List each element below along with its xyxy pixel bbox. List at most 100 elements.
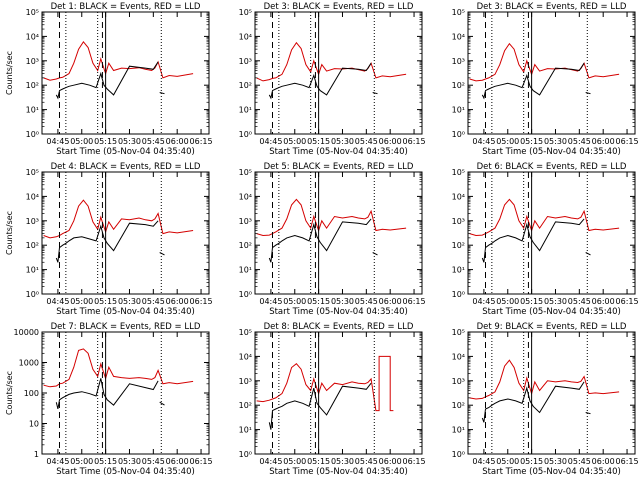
y-tick-label: 10² bbox=[239, 241, 252, 250]
detector-panel: 10⁰ 10¹ 10² 10³ 10⁴ 10⁵ 04:45 05:00 05:15 05:30 05… bbox=[239, 162, 426, 317]
y-tick-label: 10¹ bbox=[26, 106, 39, 115]
x-axis-label: Start Time (05-Nov-04 04:35:40) bbox=[56, 467, 195, 477]
y-tick-label: 10¹ bbox=[452, 426, 465, 435]
y-tick-label: 10³ bbox=[26, 57, 39, 66]
plot-frame bbox=[254, 11, 423, 135]
x-axis-label: Start Time (05-Nov-04 04:35:40) bbox=[482, 467, 621, 477]
x-tick-label: 04:45 bbox=[472, 137, 495, 146]
y-tick-label: 10³ bbox=[239, 217, 252, 226]
x-tick-label: 06:15 bbox=[403, 297, 426, 306]
events-series-line bbox=[159, 92, 165, 95]
y-axis-label: Counts/sec bbox=[5, 211, 14, 255]
y-tick-label: 10² bbox=[452, 241, 465, 250]
y-tick-label: 10⁰ bbox=[239, 130, 252, 139]
y-tick-label: 1 bbox=[34, 450, 39, 459]
x-tick-label: 05:30 bbox=[331, 297, 354, 306]
x-tick-label: 05:00 bbox=[496, 457, 519, 466]
x-tick-label: 05:00 bbox=[70, 137, 93, 146]
events-series-line bbox=[585, 252, 591, 256]
x-tick-label: 05:30 bbox=[118, 297, 141, 306]
x-tick-label: 04:45 bbox=[46, 457, 69, 466]
y-tick-label: 10³ bbox=[452, 217, 465, 226]
chart-title: Det 5: BLACK = Events, RED = LLD bbox=[264, 162, 414, 172]
y-tick-label: 10⁴ bbox=[239, 192, 252, 201]
x-tick-label: 05:30 bbox=[544, 457, 567, 466]
events-series-line bbox=[481, 381, 585, 423]
x-tick-label: 05:00 bbox=[283, 137, 306, 146]
y-tick-label: 10² bbox=[26, 81, 39, 90]
x-tick-label: 05:15 bbox=[520, 297, 543, 306]
x-tick-label: 06:00 bbox=[379, 137, 402, 146]
y-tick-label: 10⁵ bbox=[239, 328, 252, 337]
y-tick-label: 10⁴ bbox=[452, 352, 465, 361]
y-tick-label: 10¹ bbox=[239, 106, 252, 115]
x-tick-label: 04:45 bbox=[46, 297, 69, 306]
x-tick-label: 05:45 bbox=[568, 457, 591, 466]
x-tick-label: 05:30 bbox=[331, 137, 354, 146]
x-axis-label: Start Time (05-Nov-04 04:35:40) bbox=[56, 307, 195, 317]
y-tick-label: 1000 bbox=[19, 359, 39, 368]
y-tick-label: 10⁴ bbox=[452, 32, 465, 41]
y-tick-label: 10⁵ bbox=[239, 168, 252, 177]
detector-panel: 10⁰ 10¹ 10² 10³ 10⁴ 10⁵ 04:45 05:00 05:15 05:30 05… bbox=[452, 162, 639, 317]
events-series-line bbox=[372, 252, 378, 256]
lld-series-line bbox=[43, 40, 194, 81]
chart-title: Det 3: BLACK = Events, RED = LLD bbox=[264, 2, 414, 12]
chart-title: Det 3: BLACK = Events, RED = LLD bbox=[477, 2, 627, 12]
x-tick-label: 05:30 bbox=[118, 457, 141, 466]
x-tick-label: 05:15 bbox=[307, 137, 330, 146]
x-tick-label: 04:45 bbox=[259, 457, 282, 466]
y-tick-label: 10² bbox=[26, 241, 39, 250]
x-tick-label: 05:45 bbox=[568, 137, 591, 146]
y-tick-label: 10⁵ bbox=[26, 168, 39, 177]
x-tick-label: 06:15 bbox=[190, 297, 213, 306]
y-tick-label: 10⁰ bbox=[26, 130, 39, 139]
x-tick-label: 05:30 bbox=[331, 457, 354, 466]
events-series-line bbox=[268, 62, 372, 100]
plot-frame bbox=[467, 331, 636, 455]
y-tick-label: 10⁰ bbox=[239, 290, 252, 299]
plot-frame bbox=[467, 11, 636, 135]
y-tick-label: 10¹ bbox=[26, 266, 39, 275]
events-series-line bbox=[268, 218, 372, 263]
detector-panel: 1 10 100 1000 10000 04:45 05:00 05:15 05:30 05:45… bbox=[5, 322, 213, 477]
y-tick-label: 10³ bbox=[452, 377, 465, 386]
events-series-line bbox=[481, 62, 585, 100]
y-tick-label: 10² bbox=[452, 401, 465, 410]
lld-series-line bbox=[43, 348, 194, 388]
plot-frame bbox=[254, 331, 423, 455]
detector-panel: 10⁰ 10¹ 10² 10³ 10⁴ 10⁵ 04:45 05:00 05:15 05:30 05… bbox=[452, 2, 639, 157]
x-axis-label: Start Time (05-Nov-04 04:35:40) bbox=[269, 147, 408, 157]
x-tick-label: 06:15 bbox=[403, 457, 426, 466]
chart-title: Det 6: BLACK = Events, RED = LLD bbox=[477, 162, 627, 172]
y-tick-label: 10⁴ bbox=[26, 192, 39, 201]
y-tick-label: 10¹ bbox=[239, 266, 252, 275]
x-tick-label: 06:00 bbox=[166, 137, 189, 146]
y-tick-label: 10⁵ bbox=[452, 168, 465, 177]
events-series-line bbox=[55, 378, 159, 410]
x-axis-label: Start Time (05-Nov-04 04:35:40) bbox=[269, 467, 408, 477]
y-tick-label: 10⁴ bbox=[239, 32, 252, 41]
x-tick-label: 05:45 bbox=[142, 297, 165, 306]
x-tick-label: 04:45 bbox=[259, 297, 282, 306]
x-axis-label: Start Time (05-Nov-04 04:35:40) bbox=[56, 147, 195, 157]
chart-title: Det 7: BLACK = Events, RED = LLD bbox=[51, 322, 201, 332]
chart-title: Det 1: BLACK = Events, RED = LLD bbox=[51, 2, 201, 12]
lld-series-line bbox=[469, 359, 620, 400]
x-tick-label: 05:45 bbox=[355, 457, 378, 466]
x-tick-label: 05:15 bbox=[520, 137, 543, 146]
detector-panel: 10⁰ 10¹ 10² 10³ 10⁴ 10⁵ 04:45 05:00 05:15 05:30 05… bbox=[5, 2, 213, 157]
x-tick-label: 05:30 bbox=[118, 137, 141, 146]
x-tick-label: 05:15 bbox=[520, 457, 543, 466]
y-tick-label: 10³ bbox=[26, 217, 39, 226]
x-tick-label: 06:00 bbox=[379, 457, 402, 466]
x-tick-label: 05:30 bbox=[544, 137, 567, 146]
y-tick-label: 10³ bbox=[239, 57, 252, 66]
y-tick-label: 10⁵ bbox=[452, 328, 465, 337]
x-tick-label: 06:15 bbox=[403, 137, 426, 146]
y-tick-label: 10¹ bbox=[452, 266, 465, 275]
x-tick-label: 05:15 bbox=[94, 137, 117, 146]
events-series-line bbox=[268, 382, 372, 430]
y-tick-label: 10² bbox=[239, 81, 252, 90]
detector-panel: 10⁰ 10¹ 10² 10³ 10⁴ 10⁵ 04:45 05:00 05:15 05:30 05… bbox=[452, 322, 639, 477]
